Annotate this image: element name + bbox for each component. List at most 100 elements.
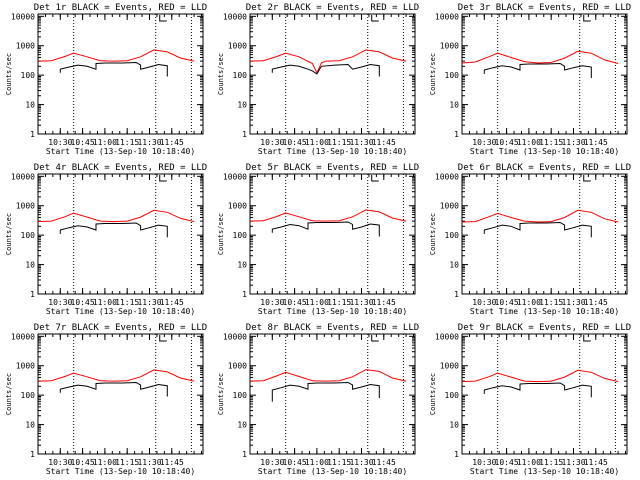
x-tick-label: 10:45 [495,298,519,307]
bracket-mark [371,335,379,342]
y-tick-label: 10000 [435,332,459,341]
x-tick-label: 11:45 [160,458,184,467]
y-tick-label: 1 [454,130,459,139]
x-tick-label: 11:00 [93,458,117,467]
y-tick-label: 10 [237,261,247,270]
y-tick-label: 10000 [435,12,459,21]
y-tick-label: 100 [233,231,248,240]
y-tick-label: 1000 [440,202,459,211]
x-tick-label: 11:30 [349,298,373,307]
x-tick-label: 10:45 [283,458,307,467]
x-tick-label: 11:45 [584,458,608,467]
panel-8: 1 10 100 1000 10000 10:3010:4511:0011:1511:30… [217,323,419,476]
x-tick-label: 10:30 [48,458,72,467]
x-tick-label: 11:30 [349,138,373,147]
x-tick-label: 10:30 [260,298,284,307]
y-tick-label: 1000 [440,42,459,51]
series-line-events [271,381,380,402]
x-tick-label: 11:15 [327,298,351,307]
x-tick-label: 11:30 [349,458,373,467]
y-tick-label: 1000 [16,42,35,51]
series-line-events [59,222,168,238]
plot-frame [37,13,204,135]
chart-title: Det 4r BLACK = Events, RED = LLD [34,163,207,173]
bracket-mark [583,175,591,182]
x-tick-label: 10:30 [260,138,284,147]
series-line-events [483,62,592,78]
x-tick-label: 10:45 [495,138,519,147]
x-tick-label: 10:45 [71,298,95,307]
panel-9: 1 10 100 1000 10000 10:3010:4511:0011:1511:30… [429,323,631,476]
series-line-events [483,382,592,398]
y-tick-label: 10000 [223,332,247,341]
x-tick-label: 11:45 [160,298,184,307]
bracket-mark [583,15,591,22]
x-tick-label: 11:15 [115,458,139,467]
x-tick-label: 11:15 [539,458,563,467]
plot-frame [37,173,204,295]
x-tick-label: 11:45 [372,298,396,307]
x-axis-label: Start Time (13-Sep-10 10:18:40) [258,147,407,156]
y-tick-label: 100 [21,391,36,400]
x-axis-label: Start Time (13-Sep-10 10:18:40) [470,147,619,156]
x-tick-label: 11:30 [561,298,585,307]
y-axis-label: Counts/sec [217,53,225,95]
y-tick-label: 100 [21,231,36,240]
x-tick-label: 11:30 [137,138,161,147]
series-line-events [271,221,380,237]
chart-title: Det 9r BLACK = Events, RED = LLD [458,323,631,333]
y-tick-label: 10000 [223,12,247,21]
panel-4: 1 10 100 1000 10000 10:3010:4511:0011:1511:30… [5,163,207,316]
x-tick-label: 10:45 [495,458,519,467]
x-tick-label: 11:30 [561,458,585,467]
chart-title: Det 3r BLACK = Events, RED = LLD [458,3,631,13]
x-tick-label: 10:30 [48,298,72,307]
x-tick-label: 11:45 [372,138,396,147]
y-tick-label: 1000 [228,202,247,211]
panel-1: 1 10 100 1000 10000 10:3010:4511:0011:1511:30… [5,3,207,156]
x-tick-label: 11:15 [539,138,563,147]
y-tick-label: 1000 [228,362,247,371]
chart-title: Det 7r BLACK = Events, RED = LLD [34,323,207,333]
panel-6: 1 10 100 1000 10000 10:3010:4511:0011:1511:30… [429,163,631,316]
x-tick-label: 11:30 [137,458,161,467]
x-tick-label: 11:15 [539,298,563,307]
y-axis-label: Counts/sec [217,213,225,255]
x-tick-label: 10:30 [472,298,496,307]
bracket-mark [583,335,591,342]
y-tick-label: 1 [242,450,247,459]
bracket-mark [371,175,379,182]
y-tick-label: 10 [449,421,459,430]
x-tick-label: 11:15 [327,138,351,147]
series-line-events [483,221,592,238]
series-line-lld [249,209,407,222]
panel-2: 1 10 100 1000 10000 10:3010:4511:0011:1511:30… [217,3,419,156]
x-tick-label: 11:30 [561,138,585,147]
x-tick-label: 11:15 [115,138,139,147]
y-tick-label: 10 [237,421,247,430]
x-tick-label: 10:30 [260,458,284,467]
x-tick-label: 11:00 [517,138,541,147]
y-tick-label: 10 [449,261,459,270]
x-tick-label: 11:00 [93,298,117,307]
x-tick-label: 11:30 [137,298,161,307]
x-tick-label: 10:30 [472,458,496,467]
x-tick-label: 10:45 [71,138,95,147]
series-line-lld [461,369,619,383]
x-axis-label: Start Time (13-Sep-10 10:18:40) [470,467,619,476]
x-axis-label: Start Time (13-Sep-10 10:18:40) [46,147,195,156]
chart-title: Det 5r BLACK = Events, RED = LLD [246,163,419,173]
x-tick-label: 10:45 [283,138,307,147]
y-tick-label: 10000 [11,12,35,21]
y-tick-label: 1000 [228,42,247,51]
y-axis-label: Counts/sec [429,213,437,255]
y-tick-label: 100 [233,391,248,400]
y-axis-label: Counts/sec [429,53,437,95]
y-axis-label: Counts/sec [429,373,437,415]
y-tick-label: 1 [242,130,247,139]
series-line-lld [37,209,195,223]
x-tick-label: 10:30 [472,138,496,147]
y-tick-label: 1 [30,290,35,299]
x-tick-label: 11:00 [517,458,541,467]
y-axis-label: Counts/sec [5,53,13,95]
